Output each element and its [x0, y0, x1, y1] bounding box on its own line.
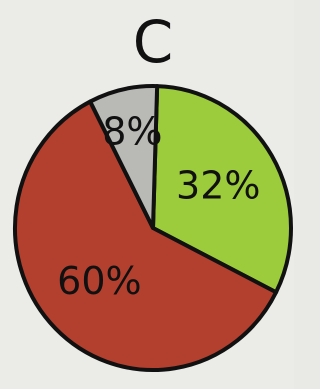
- chart: C 32% 60% 8%: [0, 0, 294, 389]
- value-label: 32%: [176, 164, 260, 208]
- value-label: 8%: [102, 109, 162, 153]
- value-label: 60%: [57, 259, 141, 303]
- chart-title: C: [133, 8, 174, 76]
